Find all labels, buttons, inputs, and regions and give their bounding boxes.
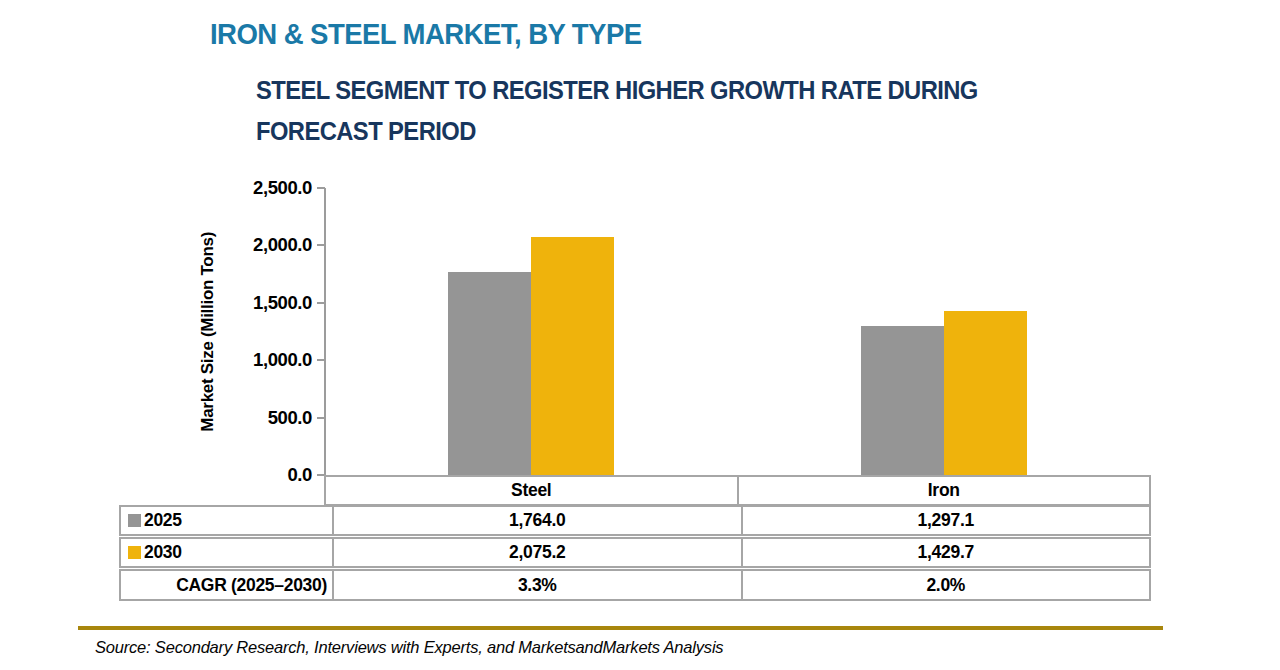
- legend-cell-2025: 2025: [121, 507, 332, 534]
- table-cagr-iron: 2.0%: [741, 571, 1150, 599]
- report-page: IRON & STEEL MARKET, BY TYPE STEEL SEGME…: [0, 0, 1280, 670]
- table-cagr-steel: 3.3%: [332, 571, 741, 599]
- table-header-row: SteelIron: [324, 475, 1151, 506]
- chart-subtitle-line-1: STEEL SEGMENT TO REGISTER HIGHER GROWTH …: [256, 70, 978, 111]
- table-header-iron: Iron: [737, 477, 1150, 504]
- table-header-steel: Steel: [326, 477, 737, 504]
- table-row-2030: 2030 2,075.21,429.7: [119, 537, 1151, 568]
- legend-label-2030: 2030: [144, 542, 182, 563]
- cagr-label: CAGR (2025–2030): [121, 571, 332, 599]
- bar-steel-2025: [448, 272, 531, 475]
- table-row-cagr: CAGR (2025–2030)3.3%2.0%: [119, 569, 1151, 601]
- source-line: Source: Secondary Research, Interviews w…: [95, 638, 723, 657]
- legend-cell-2030: 2030: [121, 539, 332, 566]
- y-axis-title: Market Size (Million Tons): [195, 188, 221, 475]
- legend-label-2025: 2025: [144, 510, 182, 531]
- chart-subtitle: STEEL SEGMENT TO REGISTER HIGHER GROWTH …: [256, 70, 978, 152]
- table-value-steel-2025: 1,764.0: [332, 507, 741, 534]
- y-tick: [317, 359, 325, 361]
- footer-rule: [78, 626, 1163, 630]
- table-value-steel-2030: 2,075.2: [332, 539, 741, 566]
- table-value-iron-2030: 1,429.7: [741, 539, 1150, 566]
- y-axis-title-label: Market Size (Million Tons): [198, 232, 218, 432]
- table-value-iron-2025: 1,297.1: [741, 507, 1150, 534]
- y-tick: [317, 187, 325, 189]
- chart-title: IRON & STEEL MARKET, BY TYPE: [210, 18, 642, 51]
- y-tick-label: 1,000.0: [212, 349, 312, 371]
- table-row-2025: 2025 1,764.01,297.1: [119, 505, 1151, 536]
- bar-iron-2025: [861, 326, 944, 475]
- bar-steel-2030: [531, 237, 614, 475]
- chart-subtitle-line-2: FORECAST PERIOD: [256, 111, 978, 152]
- y-tick-label: 0.0: [212, 464, 312, 486]
- y-tick-label: 2,500.0: [212, 177, 312, 199]
- bar-iron-2030: [944, 311, 1027, 475]
- legend-swatch-2025: [128, 514, 141, 527]
- y-tick: [317, 302, 325, 304]
- y-tick-label: 1,500.0: [212, 292, 312, 314]
- y-tick: [317, 244, 325, 246]
- legend-swatch-2030: [128, 546, 141, 559]
- y-tick: [317, 417, 325, 419]
- y-tick-label: 2,000.0: [212, 234, 312, 256]
- y-tick-label: 500.0: [212, 407, 312, 429]
